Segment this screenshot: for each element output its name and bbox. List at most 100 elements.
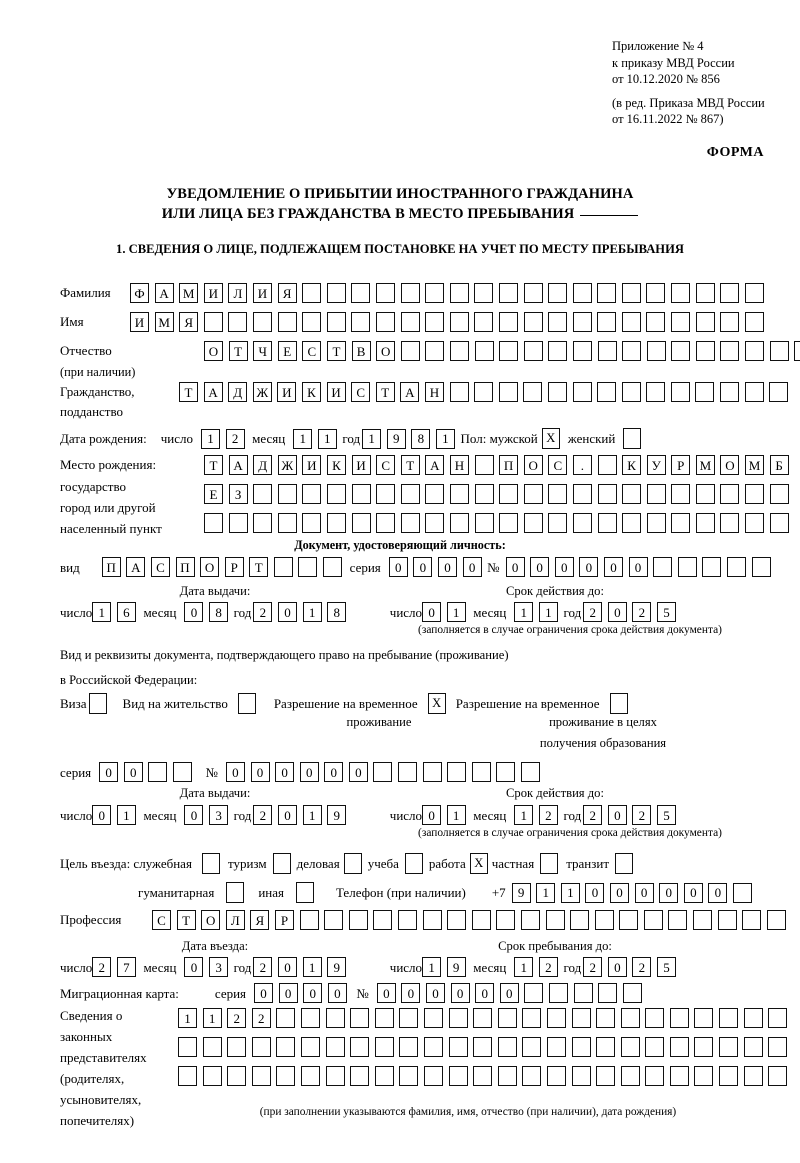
char-cell[interactable]: 0 bbox=[708, 882, 728, 903]
char-cell[interactable] bbox=[496, 762, 516, 782]
char-cell[interactable] bbox=[572, 283, 592, 303]
char-cell[interactable]: 2 bbox=[583, 957, 603, 977]
char-cell[interactable] bbox=[425, 513, 445, 533]
char-cell[interactable] bbox=[474, 484, 494, 504]
char-cell[interactable] bbox=[375, 312, 395, 332]
char-cell[interactable] bbox=[497, 1066, 517, 1086]
char-cell[interactable]: 0 bbox=[254, 983, 274, 1003]
char-cell[interactable] bbox=[668, 910, 688, 930]
char-cell[interactable] bbox=[597, 484, 617, 504]
char-cell[interactable] bbox=[744, 312, 764, 332]
char-cell[interactable] bbox=[546, 1066, 566, 1086]
char-cell[interactable]: С bbox=[376, 455, 396, 475]
char-cell[interactable] bbox=[374, 1037, 394, 1057]
char-cell[interactable]: 2 bbox=[632, 805, 652, 825]
char-cell[interactable] bbox=[620, 1066, 640, 1086]
sex-female-checkbox[interactable] bbox=[623, 428, 642, 449]
char-cell[interactable]: 0 bbox=[388, 557, 408, 577]
char-cell[interactable]: 8 bbox=[411, 428, 431, 449]
purpose-business-checkbox[interactable] bbox=[343, 853, 362, 874]
birthplace-row-3-cells[interactable] bbox=[204, 513, 794, 533]
char-cell[interactable]: Я bbox=[277, 283, 297, 303]
char-cell[interactable]: И bbox=[203, 283, 223, 303]
char-cell[interactable] bbox=[251, 1066, 271, 1086]
char-cell[interactable] bbox=[373, 762, 393, 782]
char-cell[interactable] bbox=[302, 283, 322, 303]
char-cell[interactable] bbox=[521, 762, 541, 782]
char-cell[interactable]: Ж bbox=[252, 382, 272, 402]
char-cell[interactable]: 0 bbox=[603, 557, 623, 577]
char-cell[interactable]: 0 bbox=[413, 557, 433, 577]
char-cell[interactable]: 0 bbox=[499, 983, 519, 1003]
char-cell[interactable]: Н bbox=[424, 382, 444, 402]
char-cell[interactable] bbox=[598, 983, 618, 1003]
char-cell[interactable] bbox=[546, 1008, 566, 1028]
char-cell[interactable]: 1 bbox=[538, 602, 558, 622]
char-cell[interactable]: 9 bbox=[446, 957, 466, 977]
char-cell[interactable] bbox=[622, 484, 642, 504]
char-cell[interactable] bbox=[694, 1037, 714, 1057]
char-cell[interactable] bbox=[621, 382, 641, 402]
char-cell[interactable]: Т bbox=[400, 455, 420, 475]
char-cell[interactable] bbox=[523, 283, 543, 303]
char-cell[interactable] bbox=[350, 1066, 370, 1086]
char-cell[interactable] bbox=[794, 341, 800, 361]
char-cell[interactable]: М bbox=[745, 455, 765, 475]
char-cell[interactable] bbox=[298, 557, 318, 577]
char-cell[interactable] bbox=[227, 1037, 247, 1057]
char-cell[interactable] bbox=[643, 910, 663, 930]
purpose-private-checkbox[interactable] bbox=[540, 853, 559, 874]
char-cell[interactable] bbox=[400, 312, 420, 332]
char-cell[interactable] bbox=[376, 513, 396, 533]
purpose-other-checkbox[interactable] bbox=[295, 882, 314, 903]
char-cell[interactable]: Д bbox=[253, 455, 273, 475]
char-cell[interactable]: 5 bbox=[657, 957, 676, 977]
char-cell[interactable] bbox=[227, 1066, 247, 1086]
char-cell[interactable]: 0 bbox=[327, 983, 347, 1003]
char-cell[interactable]: 0 bbox=[422, 805, 442, 825]
char-cell[interactable] bbox=[720, 283, 740, 303]
char-cell[interactable]: Я bbox=[250, 910, 270, 930]
char-cell[interactable] bbox=[597, 455, 617, 475]
char-cell[interactable] bbox=[323, 557, 343, 577]
char-cell[interactable] bbox=[351, 484, 371, 504]
char-cell[interactable] bbox=[400, 283, 420, 303]
char-cell[interactable]: 6 bbox=[116, 602, 136, 622]
char-cell[interactable] bbox=[522, 1066, 542, 1086]
char-cell[interactable] bbox=[571, 1037, 591, 1057]
char-cell[interactable]: 0 bbox=[607, 957, 627, 977]
char-cell[interactable]: 2 bbox=[253, 602, 273, 622]
char-cell[interactable]: 0 bbox=[505, 557, 525, 577]
char-cell[interactable]: 1 bbox=[514, 602, 534, 622]
char-cell[interactable] bbox=[597, 283, 617, 303]
char-cell[interactable]: С bbox=[150, 557, 170, 577]
char-cell[interactable]: К bbox=[622, 455, 642, 475]
char-cell[interactable] bbox=[720, 484, 740, 504]
char-cell[interactable]: Т bbox=[204, 455, 223, 475]
char-cell[interactable]: 0 bbox=[184, 805, 204, 825]
char-cell[interactable]: М bbox=[179, 283, 199, 303]
char-cell[interactable]: С bbox=[351, 382, 371, 402]
char-cell[interactable]: Ж bbox=[277, 455, 297, 475]
char-cell[interactable] bbox=[448, 1037, 468, 1057]
char-cell[interactable] bbox=[726, 557, 746, 577]
char-cell[interactable]: Е bbox=[277, 341, 297, 361]
char-cell[interactable] bbox=[597, 341, 617, 361]
char-cell[interactable] bbox=[348, 910, 368, 930]
char-cell[interactable]: 9 bbox=[511, 882, 531, 903]
char-cell[interactable]: 0 bbox=[278, 805, 298, 825]
char-cell[interactable]: А bbox=[154, 283, 174, 303]
char-cell[interactable]: Т bbox=[179, 382, 198, 402]
char-cell[interactable]: Б bbox=[769, 455, 789, 475]
char-cell[interactable] bbox=[720, 513, 740, 533]
char-cell[interactable]: О bbox=[523, 455, 543, 475]
